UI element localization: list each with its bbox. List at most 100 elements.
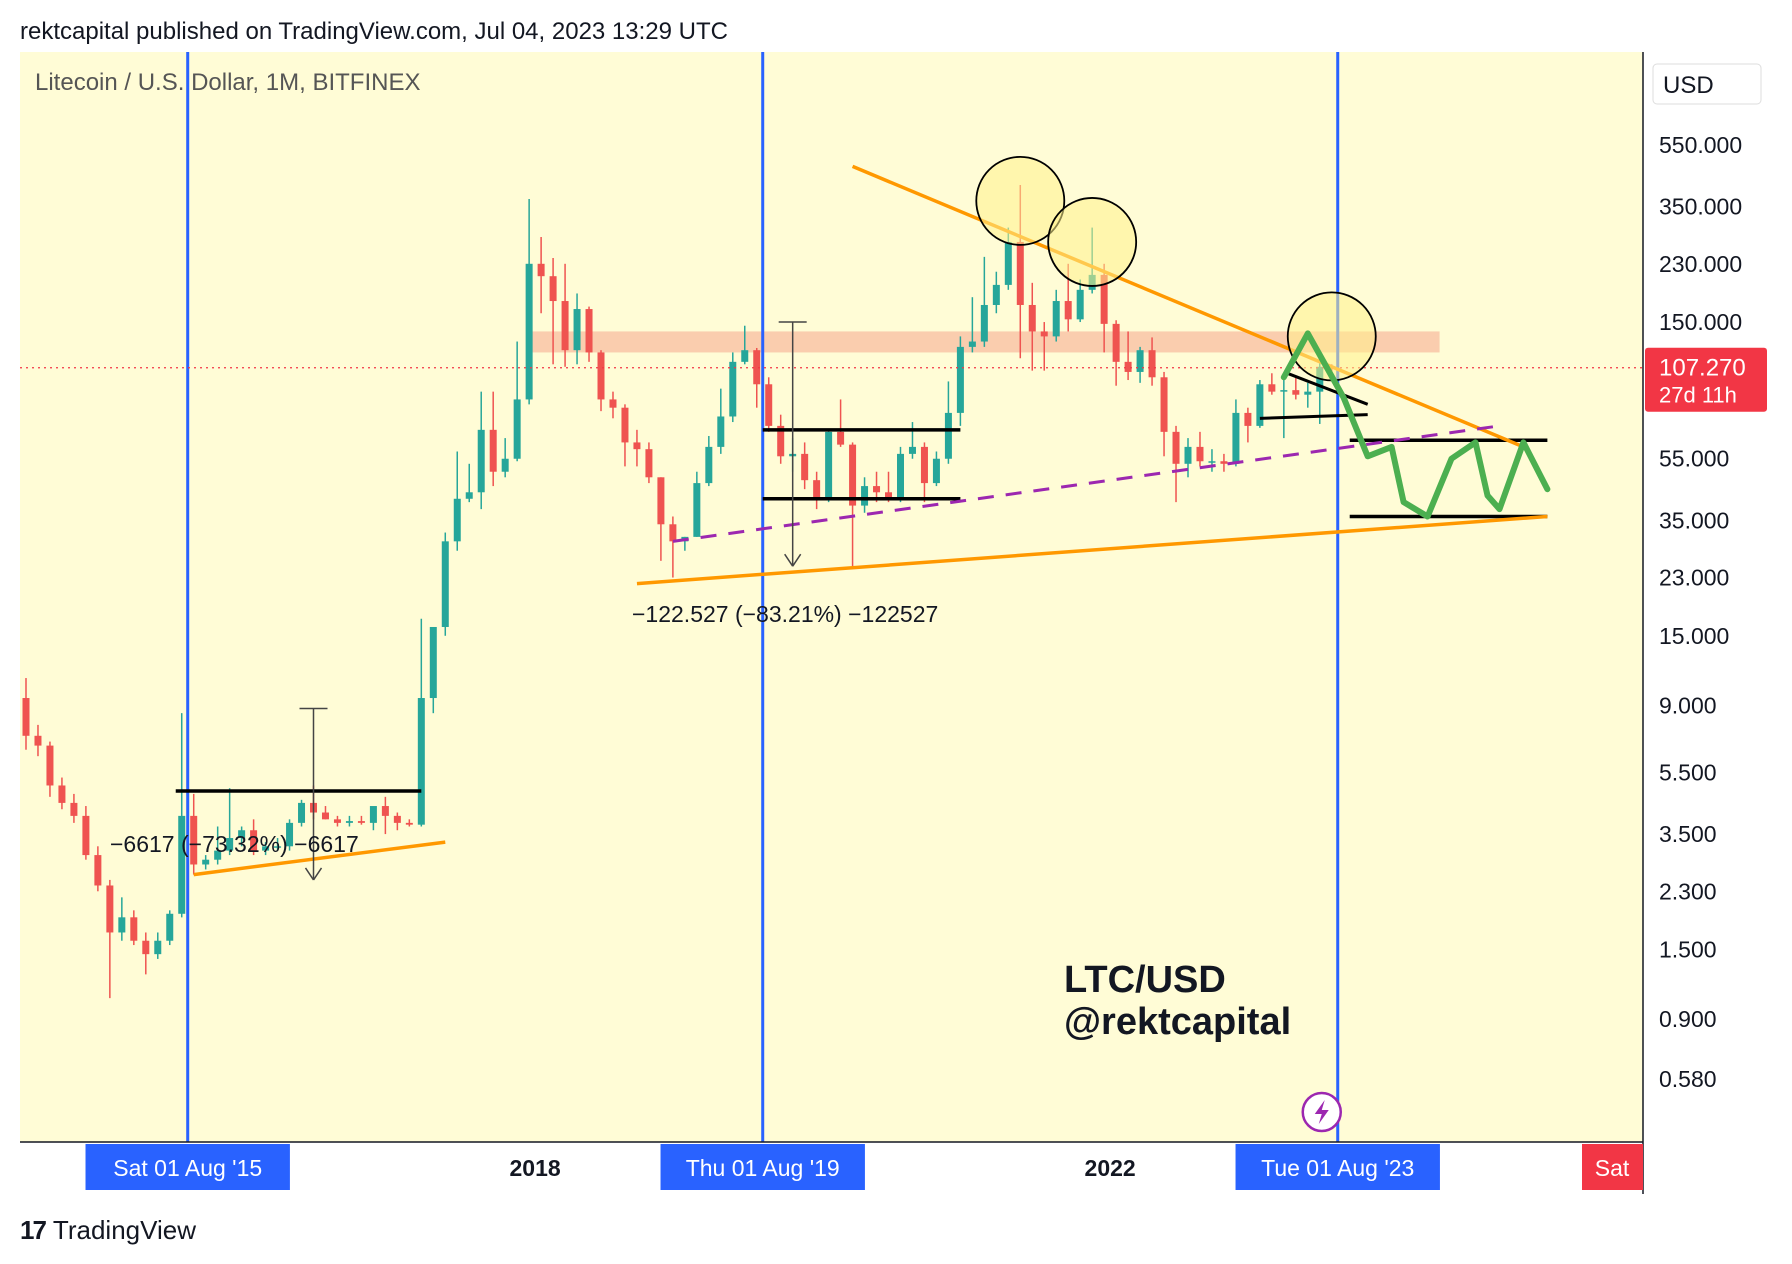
candle[interactable]: [849, 442, 857, 567]
trendline[interactable]: [193, 840, 446, 877]
candle[interactable]: [70, 793, 78, 823]
candle[interactable]: [621, 404, 629, 467]
candle[interactable]: [369, 806, 377, 831]
candle[interactable]: [58, 777, 66, 810]
candle[interactable]: [729, 352, 737, 423]
chart-frame[interactable]: 850.000550.000350.000230.000150.00055.00…: [20, 52, 1776, 1194]
plot-background[interactable]: [20, 52, 1643, 1142]
candle[interactable]: [968, 297, 976, 353]
candle[interactable]: [250, 819, 258, 856]
candle[interactable]: [441, 532, 449, 636]
candle[interactable]: [765, 377, 773, 432]
candle[interactable]: [633, 429, 641, 467]
candle[interactable]: [166, 910, 174, 946]
candle[interactable]: [573, 293, 581, 365]
candle[interactable]: [1028, 282, 1036, 371]
candle[interactable]: [477, 391, 485, 510]
candle[interactable]: [1040, 322, 1048, 371]
candle[interactable]: [549, 257, 557, 365]
candle[interactable]: [489, 391, 497, 487]
candle[interactable]: [705, 435, 713, 487]
candle[interactable]: [453, 451, 461, 551]
mini-channel-top[interactable]: [1283, 370, 1369, 406]
candle[interactable]: [1244, 407, 1252, 443]
candle[interactable]: [896, 446, 904, 503]
chart-svg[interactable]: 850.000550.000350.000230.000150.00055.00…: [20, 52, 1776, 1194]
candle[interactable]: [561, 263, 569, 367]
candle[interactable]: [1208, 449, 1216, 472]
candle[interactable]: [944, 381, 952, 464]
trendline[interactable]: [851, 164, 1525, 449]
candle[interactable]: [1232, 399, 1240, 467]
candle[interactable]: [274, 838, 282, 851]
trendline[interactable]: [636, 514, 1548, 586]
candle[interactable]: [825, 429, 833, 503]
candle[interactable]: [82, 806, 90, 860]
candle[interactable]: [34, 724, 42, 757]
candle[interactable]: [1196, 431, 1204, 467]
candle[interactable]: [1076, 279, 1084, 323]
candle[interactable]: [190, 793, 198, 875]
candle[interactable]: [465, 463, 473, 503]
candle[interactable]: [1112, 320, 1120, 386]
candle[interactable]: [393, 812, 401, 831]
candle[interactable]: [130, 910, 138, 946]
currency-box[interactable]: [1652, 63, 1762, 105]
candle[interactable]: [777, 414, 785, 464]
candle[interactable]: [1124, 331, 1132, 381]
candle[interactable]: [178, 713, 186, 918]
candle[interactable]: [1052, 289, 1060, 342]
candle[interactable]: [657, 477, 665, 561]
candle[interactable]: [94, 846, 102, 892]
candle[interactable]: [1136, 346, 1144, 383]
candle[interactable]: [238, 826, 246, 847]
candle[interactable]: [333, 815, 341, 827]
candle[interactable]: [345, 815, 353, 827]
candle[interactable]: [645, 442, 653, 484]
candle[interactable]: [1280, 374, 1288, 439]
candle[interactable]: [1160, 371, 1168, 457]
candle[interactable]: [609, 391, 617, 419]
candle[interactable]: [1256, 380, 1264, 428]
candle[interactable]: [298, 799, 306, 827]
candle[interactable]: [118, 897, 126, 941]
candle[interactable]: [741, 325, 749, 365]
candle[interactable]: [262, 842, 270, 856]
candle[interactable]: [513, 341, 521, 462]
candle[interactable]: [381, 796, 389, 835]
candle[interactable]: [1220, 453, 1228, 472]
candle[interactable]: [813, 471, 821, 510]
candle[interactable]: [932, 451, 940, 487]
candle[interactable]: [106, 879, 114, 999]
candle[interactable]: [717, 388, 725, 454]
candle[interactable]: [753, 347, 761, 408]
candle[interactable]: [1292, 377, 1300, 400]
candle[interactable]: [1148, 337, 1156, 386]
candle[interactable]: [46, 741, 54, 797]
candle[interactable]: [405, 819, 413, 827]
candle[interactable]: [801, 442, 809, 490]
candle[interactable]: [1304, 382, 1312, 408]
candle[interactable]: [597, 350, 605, 412]
candle[interactable]: [357, 815, 365, 825]
candle[interactable]: [837, 399, 845, 447]
candle[interactable]: [501, 438, 509, 478]
candle[interactable]: [1268, 373, 1276, 395]
candle[interactable]: [154, 932, 162, 959]
candle[interactable]: [693, 471, 701, 537]
candle[interactable]: [142, 932, 150, 975]
candle[interactable]: [585, 306, 593, 362]
candle[interactable]: [669, 516, 677, 578]
candle[interactable]: [920, 442, 928, 503]
candle[interactable]: [861, 477, 869, 513]
candle[interactable]: [525, 199, 533, 405]
candle[interactable]: [537, 236, 545, 314]
candle[interactable]: [980, 256, 988, 347]
candle[interactable]: [286, 819, 294, 851]
candle[interactable]: [956, 336, 964, 426]
candle[interactable]: [321, 806, 329, 820]
candle[interactable]: [992, 271, 1000, 314]
candle[interactable]: [22, 678, 30, 750]
candle[interactable]: [214, 826, 222, 865]
candle[interactable]: [1172, 425, 1180, 503]
